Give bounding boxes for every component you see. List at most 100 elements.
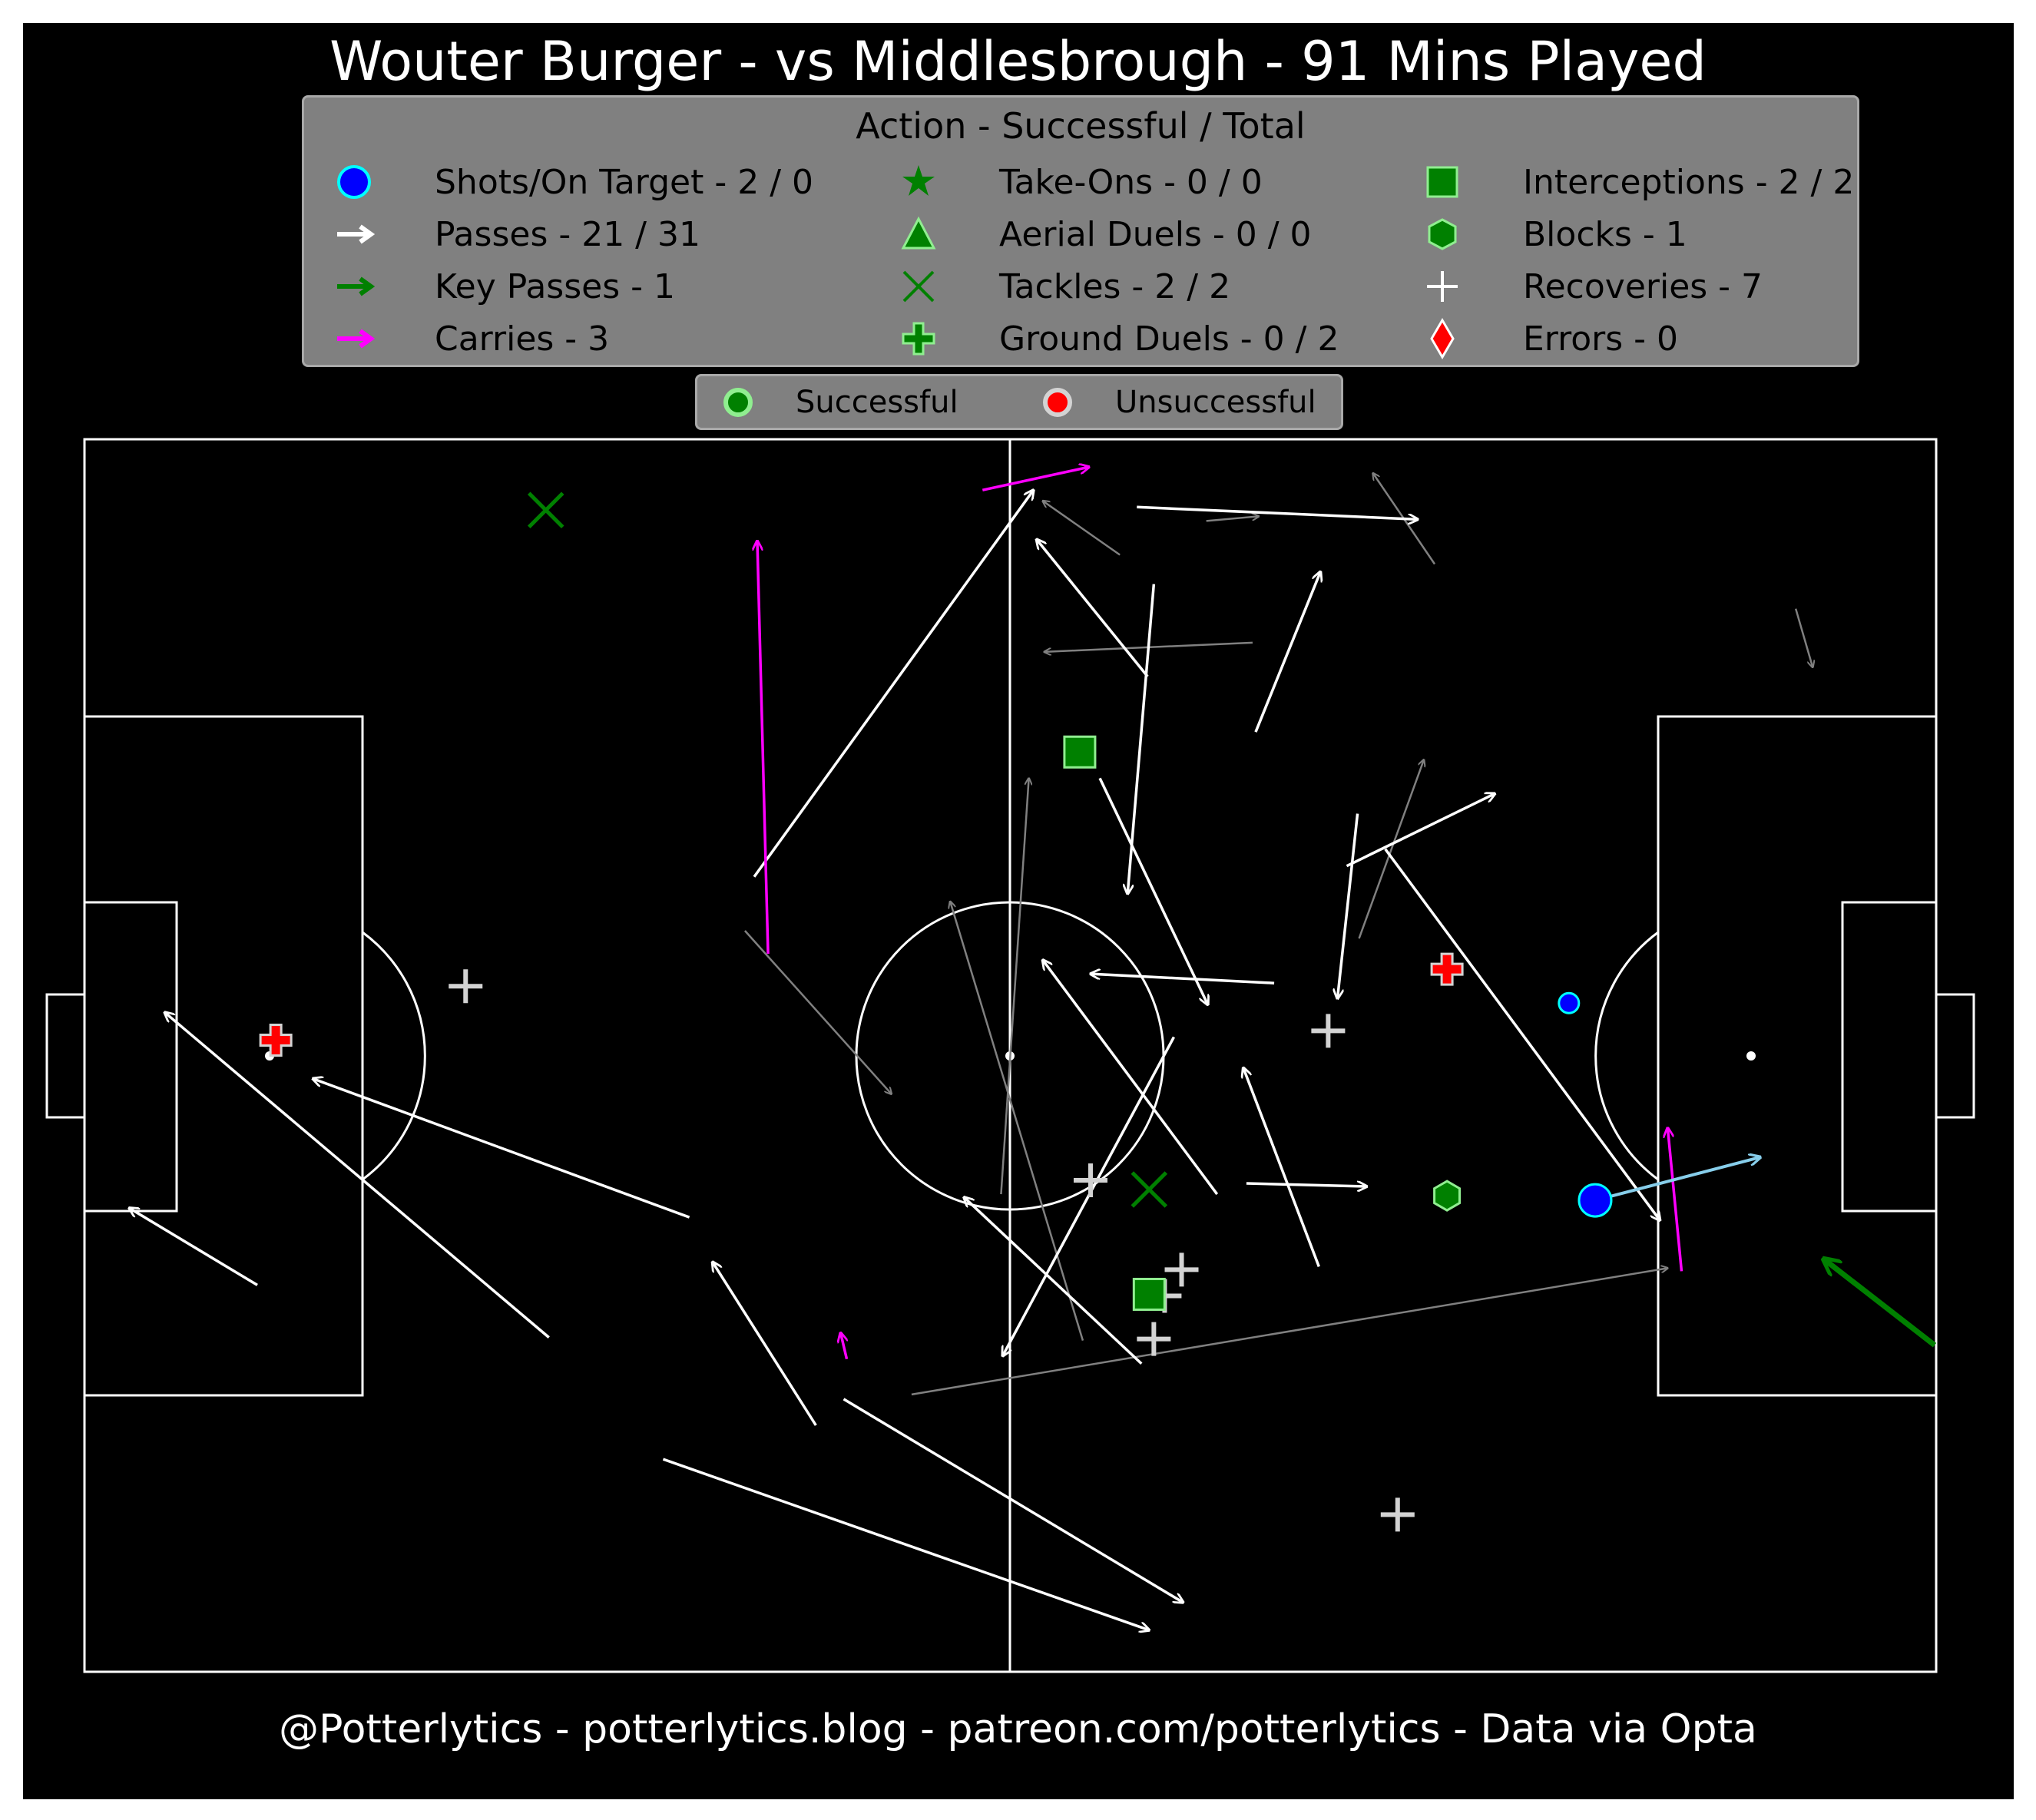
recovery-marker bbox=[449, 969, 483, 1004]
pass-arrow bbox=[1043, 960, 1219, 1196]
carry-arrow bbox=[982, 467, 1089, 491]
ground-duel-marker bbox=[1430, 952, 1464, 986]
pass-arrow bbox=[1243, 1068, 1320, 1267]
pass-arrow bbox=[713, 1262, 817, 1426]
footer-credits: @Potterlytics - potterlytics.blog - patr… bbox=[279, 1706, 1757, 1752]
unsuccessful-marker-icon bbox=[1043, 388, 1072, 417]
x-icon bbox=[902, 270, 935, 303]
pass-arrow bbox=[1246, 1183, 1367, 1186]
block-marker bbox=[1433, 1180, 1461, 1212]
legend-label-key-passes: Key Passes - 1 bbox=[435, 266, 675, 306]
pitch-lines bbox=[45, 438, 1975, 1673]
left-goal bbox=[45, 993, 86, 1119]
blue-circle-icon bbox=[337, 165, 371, 199]
outcome-successful: Successful bbox=[719, 379, 958, 425]
plus-icon bbox=[902, 322, 935, 356]
legend-item-interceptions: Interceptions - 2 / 2 bbox=[1408, 159, 1854, 205]
legend-label-errors: Errors - 0 bbox=[1523, 319, 1679, 359]
unsuccessful-pass-arrow bbox=[1206, 516, 1259, 522]
carries-layer bbox=[757, 467, 1683, 1360]
interception-marker bbox=[1132, 1277, 1166, 1311]
carry-arrow bbox=[757, 541, 770, 955]
recovery-marker bbox=[1073, 1163, 1107, 1198]
tackle-marker bbox=[527, 491, 564, 529]
successful-marker-icon bbox=[723, 388, 753, 417]
pass-arrow bbox=[1337, 813, 1359, 999]
right-goal bbox=[1935, 993, 1975, 1119]
green-arrow-icon bbox=[337, 276, 376, 296]
unsuccessful-pass-arrow bbox=[911, 1268, 1667, 1396]
carry-arrow bbox=[1667, 1128, 1683, 1272]
legend-item-blocks: Blocks - 1 bbox=[1408, 211, 1687, 257]
outcome-unsuccessful-label: Unsuccessful bbox=[1115, 385, 1316, 420]
legend-item-ground-duels: Ground Duels - 0 / 2 bbox=[884, 316, 1339, 362]
legend-item-key-passes: Key Passes - 1 bbox=[319, 263, 675, 309]
shot-arrow bbox=[1594, 1157, 1760, 1203]
right-penalty-spot bbox=[1746, 1051, 1756, 1061]
shot-marker bbox=[1577, 1183, 1613, 1218]
pass-arrow bbox=[1384, 848, 1660, 1221]
pass-arrow bbox=[964, 1197, 1143, 1365]
legend-item-aerial-duels: Aerial Duels - 0 / 0 bbox=[884, 211, 1312, 257]
unsuccessful-pass-arrow bbox=[1794, 608, 1813, 667]
pass-arrow bbox=[1002, 1036, 1176, 1355]
legend-item-recoveries: Recoveries - 7 bbox=[1408, 263, 1763, 309]
legend-item-shots: Shots/On Target - 2 / 0 bbox=[319, 159, 813, 205]
outcome-unsuccessful: Unsuccessful bbox=[1038, 379, 1316, 425]
star-icon bbox=[902, 165, 935, 196]
unsuccessful-passes-layer bbox=[743, 473, 1813, 1396]
pass-arrow bbox=[843, 1398, 1184, 1603]
pass-arrow bbox=[1127, 584, 1156, 894]
pass-arrow bbox=[129, 1208, 258, 1286]
right-six-yard-box bbox=[1841, 901, 1938, 1213]
interception-marker bbox=[1063, 735, 1097, 769]
left-penalty-arc bbox=[362, 931, 426, 1181]
left-six-yard-box bbox=[83, 901, 178, 1213]
tackle-marker bbox=[1131, 1171, 1168, 1208]
recovery-marker bbox=[1380, 1497, 1415, 1532]
unsuccessful-pass-arrow bbox=[743, 930, 892, 1094]
pass-arrow bbox=[1254, 572, 1320, 733]
shot-marker bbox=[1558, 991, 1581, 1014]
legend-label-shots: Shots/On Target - 2 / 0 bbox=[435, 162, 814, 202]
legend-title: Action - Successful / Total bbox=[856, 105, 1306, 147]
legend-item-take-ons: Take-Ons - 0 / 0 bbox=[884, 159, 1263, 205]
pass-arrow bbox=[753, 490, 1034, 878]
square-icon bbox=[1426, 166, 1458, 198]
legend-label-aerial-duels: Aerial Duels - 0 / 0 bbox=[999, 214, 1312, 254]
left-penalty-area bbox=[83, 715, 364, 1397]
legend-item-errors: Errors - 0 bbox=[1408, 316, 1678, 362]
pass-arrow bbox=[1098, 777, 1208, 1004]
legend-label-carries: Carries - 3 bbox=[435, 319, 610, 359]
pass-arrow bbox=[1091, 974, 1275, 984]
recovery-marker bbox=[1137, 1322, 1171, 1356]
pass-arrow bbox=[164, 1012, 550, 1339]
outcome-successful-label: Successful bbox=[796, 385, 958, 420]
legend-label-passes: Passes - 21 / 31 bbox=[435, 214, 700, 254]
pass-arrow bbox=[1346, 793, 1495, 868]
recovery-marker bbox=[1164, 1252, 1199, 1287]
legend-item-tackles: Tackles - 2 / 2 bbox=[884, 263, 1230, 309]
chart-title: Wouter Burger - vs Middlesbrough - 91 Mi… bbox=[329, 30, 1707, 93]
key-passes-layer bbox=[1823, 1259, 1937, 1348]
legend-label-ground-duels: Ground Duels - 0 / 2 bbox=[999, 319, 1339, 359]
unsuccessful-pass-arrow bbox=[1358, 759, 1424, 939]
tackle-marker-b bbox=[1131, 1171, 1168, 1208]
outcome-legend: Successful Unsuccessful bbox=[695, 374, 1343, 430]
unsuccessful-pass-arrow bbox=[1043, 501, 1121, 556]
legend-item-passes: Passes - 21 / 31 bbox=[319, 211, 700, 257]
triangle-icon bbox=[901, 216, 936, 250]
carry-arrow bbox=[840, 1333, 849, 1360]
tackle-marker-b bbox=[527, 491, 564, 529]
pass-arrow bbox=[1137, 505, 1418, 519]
successful-passes-layer bbox=[129, 490, 1660, 1630]
legend-label-tackles: Tackles - 2 / 2 bbox=[999, 266, 1231, 306]
pass-arrow bbox=[313, 1079, 690, 1219]
hexagon-icon bbox=[1428, 218, 1457, 250]
legend-item-carries: Carries - 3 bbox=[319, 316, 609, 362]
right-penalty-arc bbox=[1594, 931, 1659, 1181]
pass-arrow bbox=[662, 1458, 1149, 1630]
legend-label-take-ons: Take-Ons - 0 / 0 bbox=[999, 162, 1263, 202]
recovery-marker bbox=[1311, 1014, 1346, 1048]
